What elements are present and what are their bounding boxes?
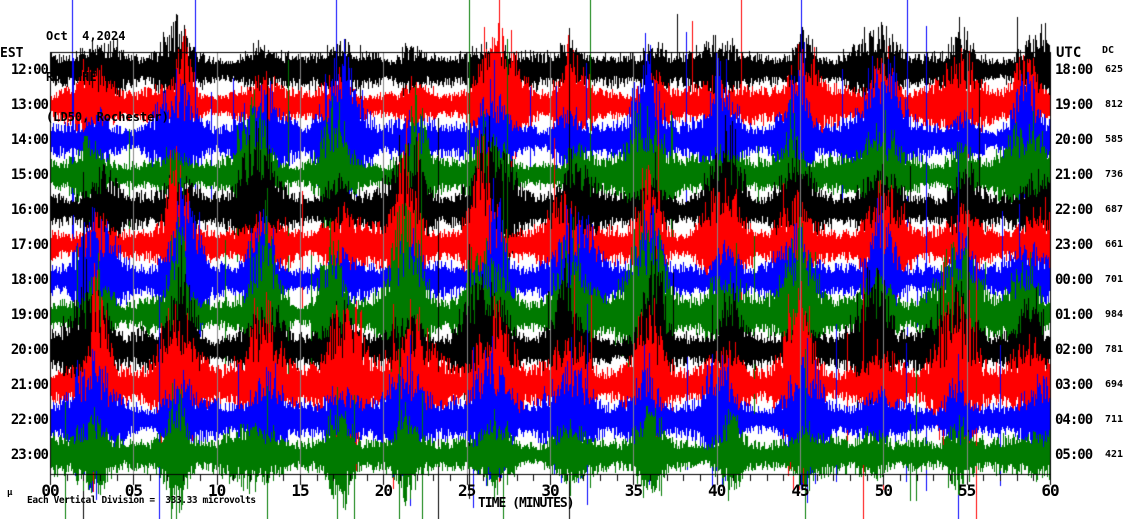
plot-header: Oct 4,2024 ROC HHE LD -- (LD50, Rocheste… (46, 3, 169, 152)
utc-time-label: 20:00 (1055, 132, 1093, 148)
utc-time-label: 01:00 (1055, 307, 1093, 323)
corner-mark: µ (7, 488, 13, 498)
est-time-label: 22:00 (10, 412, 49, 428)
x-tick-label: 20 (374, 481, 393, 500)
utc-time-label: 03:00 (1055, 377, 1093, 393)
x-tick-label: 35 (624, 481, 643, 500)
dc-value: 625 (1104, 64, 1123, 75)
dc-value: 781 (1104, 344, 1123, 355)
est-time-label: 19:00 (10, 307, 49, 323)
est-time-label: 18:00 (10, 272, 49, 288)
scale-note: Each Vertical Division = 333.33 microvol… (27, 495, 256, 506)
right-axis-title: UTC (1056, 45, 1082, 61)
est-time-label: 15:00 (10, 167, 49, 183)
utc-time-label: 18:00 (1055, 62, 1093, 78)
utc-time-label: 04:00 (1055, 412, 1093, 428)
x-tick-label: 00 (41, 481, 59, 500)
utc-time-label: 19:00 (1055, 97, 1093, 113)
header-station: ROC HHE LD -- (46, 69, 140, 84)
x-tick-label: 25 (458, 481, 476, 500)
x-tick-label: 30 (541, 481, 559, 500)
dc-column-header: DC (1102, 45, 1115, 56)
dc-value: 585 (1104, 134, 1123, 145)
header-date: Oct 4,2024 (46, 29, 126, 43)
est-time-label: 17:00 (10, 237, 49, 253)
utc-time-label: 23:00 (1055, 237, 1093, 253)
dc-value: 812 (1104, 99, 1123, 110)
dc-value: 421 (1104, 449, 1123, 460)
dc-value: 984 (1104, 309, 1123, 320)
x-tick-label: 05 (124, 481, 143, 500)
x-tick-label: 15 (291, 481, 309, 500)
dc-value: 694 (1104, 379, 1123, 390)
est-time-label: 13:00 (10, 97, 49, 113)
x-tick-label: 45 (791, 481, 809, 500)
utc-time-label: 21:00 (1055, 167, 1093, 183)
utc-time-label: 02:00 (1055, 342, 1093, 358)
x-tick-label: 10 (208, 481, 226, 500)
est-time-label: 21:00 (10, 377, 49, 393)
dc-value: 736 (1104, 169, 1123, 180)
left-axis-title: EST (0, 46, 24, 61)
x-axis-title: TIME (MINUTES) (478, 496, 575, 511)
x-tick-label: 40 (708, 481, 726, 500)
header-location: (LD50, Rochester) (46, 110, 169, 124)
est-time-label: 16:00 (10, 202, 49, 218)
est-time-label: 14:00 (10, 132, 49, 148)
utc-time-label: 22:00 (1055, 202, 1093, 218)
dc-value: 711 (1104, 414, 1123, 425)
x-tick-label: 60 (1041, 481, 1059, 500)
utc-time-label: 00:00 (1055, 272, 1093, 288)
est-time-label: 20:00 (10, 342, 49, 358)
x-tick-label: 55 (958, 481, 976, 500)
x-tick-label: 50 (874, 481, 893, 500)
utc-time-label: 05:00 (1055, 447, 1093, 463)
est-time-label: 23:00 (10, 447, 49, 463)
est-time-label: 12:00 (10, 62, 49, 78)
dc-value: 687 (1104, 204, 1123, 215)
dc-value: 701 (1104, 274, 1123, 285)
dc-value: 661 (1104, 239, 1123, 250)
